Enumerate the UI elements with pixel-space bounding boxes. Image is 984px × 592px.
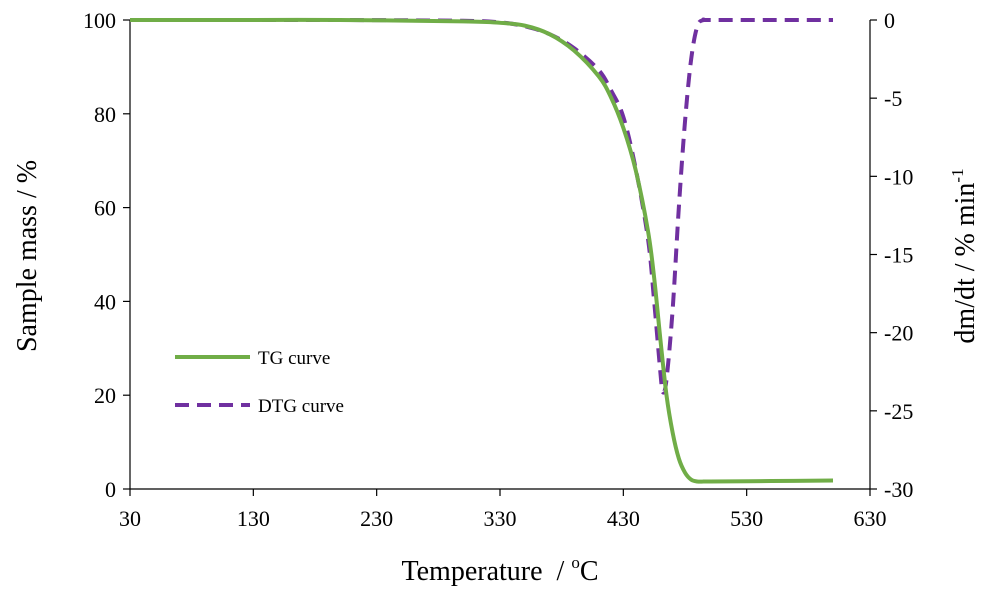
x-tick-label: 30 — [119, 506, 141, 531]
left-y-axis: 0 20 40 60 80 100 — [83, 8, 131, 502]
y-axis-title: Sample mass / % — [12, 160, 43, 352]
x-axis-title: Temperature / oC — [401, 553, 598, 587]
legend-tg-label: TG curve — [258, 348, 330, 369]
y2-tick-label: -5 — [884, 86, 902, 111]
x-tick-label: 430 — [607, 506, 640, 531]
y-tick-label: 20 — [94, 383, 116, 408]
y-tick-label: 0 — [105, 477, 116, 502]
x-axis-title-unit: C — [580, 556, 599, 587]
y2-tick-label: -20 — [884, 321, 913, 346]
tg-curve-line — [129, 17, 834, 484]
legend-dtg-label: DTG curve — [258, 396, 344, 417]
x-tick-label: 630 — [854, 506, 887, 531]
plot-series — [129, 17, 834, 484]
legend: TG curve DTG curve — [175, 348, 344, 417]
x-axis-title-sup: o — [571, 553, 580, 572]
right-y-axis: 0 -5 -10 -15 -20 -25 -30 — [869, 8, 913, 502]
x-tick-label: 230 — [360, 506, 393, 531]
x-tick-label: 530 — [730, 506, 763, 531]
y-tick-label: 40 — [94, 289, 116, 314]
y2-axis-title-sup: -1 — [948, 168, 967, 182]
dtg-curve-line — [129, 17, 833, 395]
y-tick-label: 80 — [94, 102, 116, 127]
y-tick-label: 60 — [94, 196, 116, 221]
x-axis-title-main: Temperature / — [401, 556, 571, 587]
y2-axis-title: dm/dt / % min-1 — [948, 168, 981, 343]
y2-axis-title-main: dm/dt / % min — [950, 183, 981, 344]
y2-tick-label: -10 — [884, 164, 913, 189]
y2-tick-label: -15 — [884, 243, 913, 268]
y2-tick-label: 0 — [884, 8, 895, 33]
x-axis: 30 130 230 330 430 530 630 — [119, 488, 887, 531]
x-tick-label: 330 — [484, 506, 517, 531]
y-tick-label: 100 — [83, 8, 116, 33]
y2-tick-label: -30 — [884, 477, 913, 502]
x-tick-label: 130 — [237, 506, 270, 531]
y2-tick-label: -25 — [884, 399, 913, 424]
